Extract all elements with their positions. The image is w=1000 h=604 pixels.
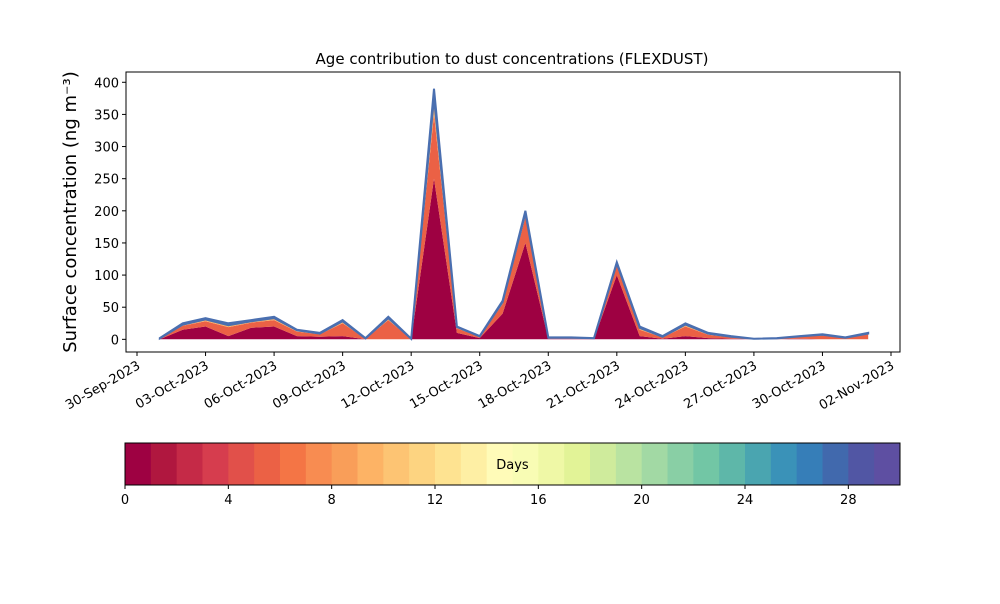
- x-tick-label: 03-Oct-2023: [133, 358, 211, 412]
- colorbar-bin: [590, 443, 617, 485]
- colorbar-bin: [357, 443, 384, 485]
- colorbar-frame: [124, 442, 901, 486]
- x-tick-label: 15-Oct-2023: [407, 358, 485, 412]
- colorbar-bin: [305, 443, 333, 485]
- colorbar-bin: [796, 443, 823, 485]
- colorbar-bin: [770, 443, 798, 485]
- colorbar-bin: [331, 443, 358, 485]
- x-tick-label: 30-Sep-2023: [63, 358, 143, 413]
- colorbar-tick-label: 24: [737, 493, 754, 508]
- colorbar-bin: [228, 443, 255, 485]
- y-tick-label: 100: [94, 269, 119, 284]
- colorbar-tick-label: 8: [328, 493, 336, 508]
- colorbar-tick-label: 12: [427, 493, 444, 508]
- colorbar-bin: [150, 443, 178, 485]
- colorbar-bin: [564, 443, 591, 485]
- y-axis-label: Surface concentration (ng m⁻³): [60, 71, 81, 353]
- colorbar-bin: [435, 443, 462, 485]
- colorbar-bin: [460, 443, 488, 485]
- y-tick-label: 250: [94, 173, 119, 188]
- colorbar-bin: [486, 443, 513, 485]
- y-tick-label: 300: [94, 141, 119, 156]
- x-tick-label: 18-Oct-2023: [476, 358, 554, 412]
- x-tick-label: 06-Oct-2023: [202, 358, 280, 412]
- x-tick-label: 24-Oct-2023: [613, 358, 691, 412]
- y-tick-label: 0: [111, 333, 119, 348]
- y-tick-label: 200: [94, 205, 119, 220]
- colorbar-bin: [641, 443, 668, 485]
- colorbar-bin: [202, 443, 229, 485]
- colorbar-bin: [667, 443, 694, 485]
- colorbar-tick-label: 0: [121, 493, 129, 508]
- colorbar-bin: [383, 443, 410, 485]
- colorbar-bin: [848, 443, 875, 485]
- y-tick-label: 50: [102, 301, 119, 316]
- colorbar-tick-label: 4: [224, 493, 232, 508]
- area-layer: [159, 178, 869, 340]
- colorbar-tick-label: 16: [530, 493, 547, 508]
- x-tick-label: 30-Oct-2023: [750, 358, 828, 412]
- x-tick-label: 09-Oct-2023: [270, 358, 348, 412]
- colorbar-bin: [745, 443, 772, 485]
- colorbar-bin: [125, 443, 152, 485]
- x-tick-label: 12-Oct-2023: [339, 358, 417, 412]
- colorbar-tick-label: 20: [633, 493, 650, 508]
- colorbar-bin: [176, 443, 203, 485]
- y-tick-label: 150: [94, 237, 119, 252]
- colorbar-bin: [280, 443, 307, 485]
- colorbar-bin: [874, 443, 901, 485]
- colorbar-bin: [719, 443, 746, 485]
- area-layer: [158, 88, 870, 341]
- colorbar-bin: [538, 443, 565, 485]
- colorbar-bin: [693, 443, 720, 485]
- x-tick-label: 02-Nov-2023: [817, 358, 897, 413]
- x-tick-label: 27-Oct-2023: [682, 358, 760, 412]
- colorbar-bin: [512, 443, 539, 485]
- colorbar-bin: [409, 443, 436, 485]
- colorbar-bin: [254, 443, 281, 485]
- colorbar-bin: [822, 443, 849, 485]
- chart-title: Age contribution to dust concentrations …: [316, 50, 709, 68]
- plot-frame: [125, 71, 901, 353]
- colorbar-tick-label: 28: [840, 493, 857, 508]
- colorbar-label: Days: [496, 458, 529, 473]
- y-tick-label: 400: [94, 76, 119, 91]
- x-tick-label: 21-Oct-2023: [544, 358, 622, 412]
- colorbar-bin: [615, 443, 643, 485]
- y-tick-label: 350: [94, 108, 119, 123]
